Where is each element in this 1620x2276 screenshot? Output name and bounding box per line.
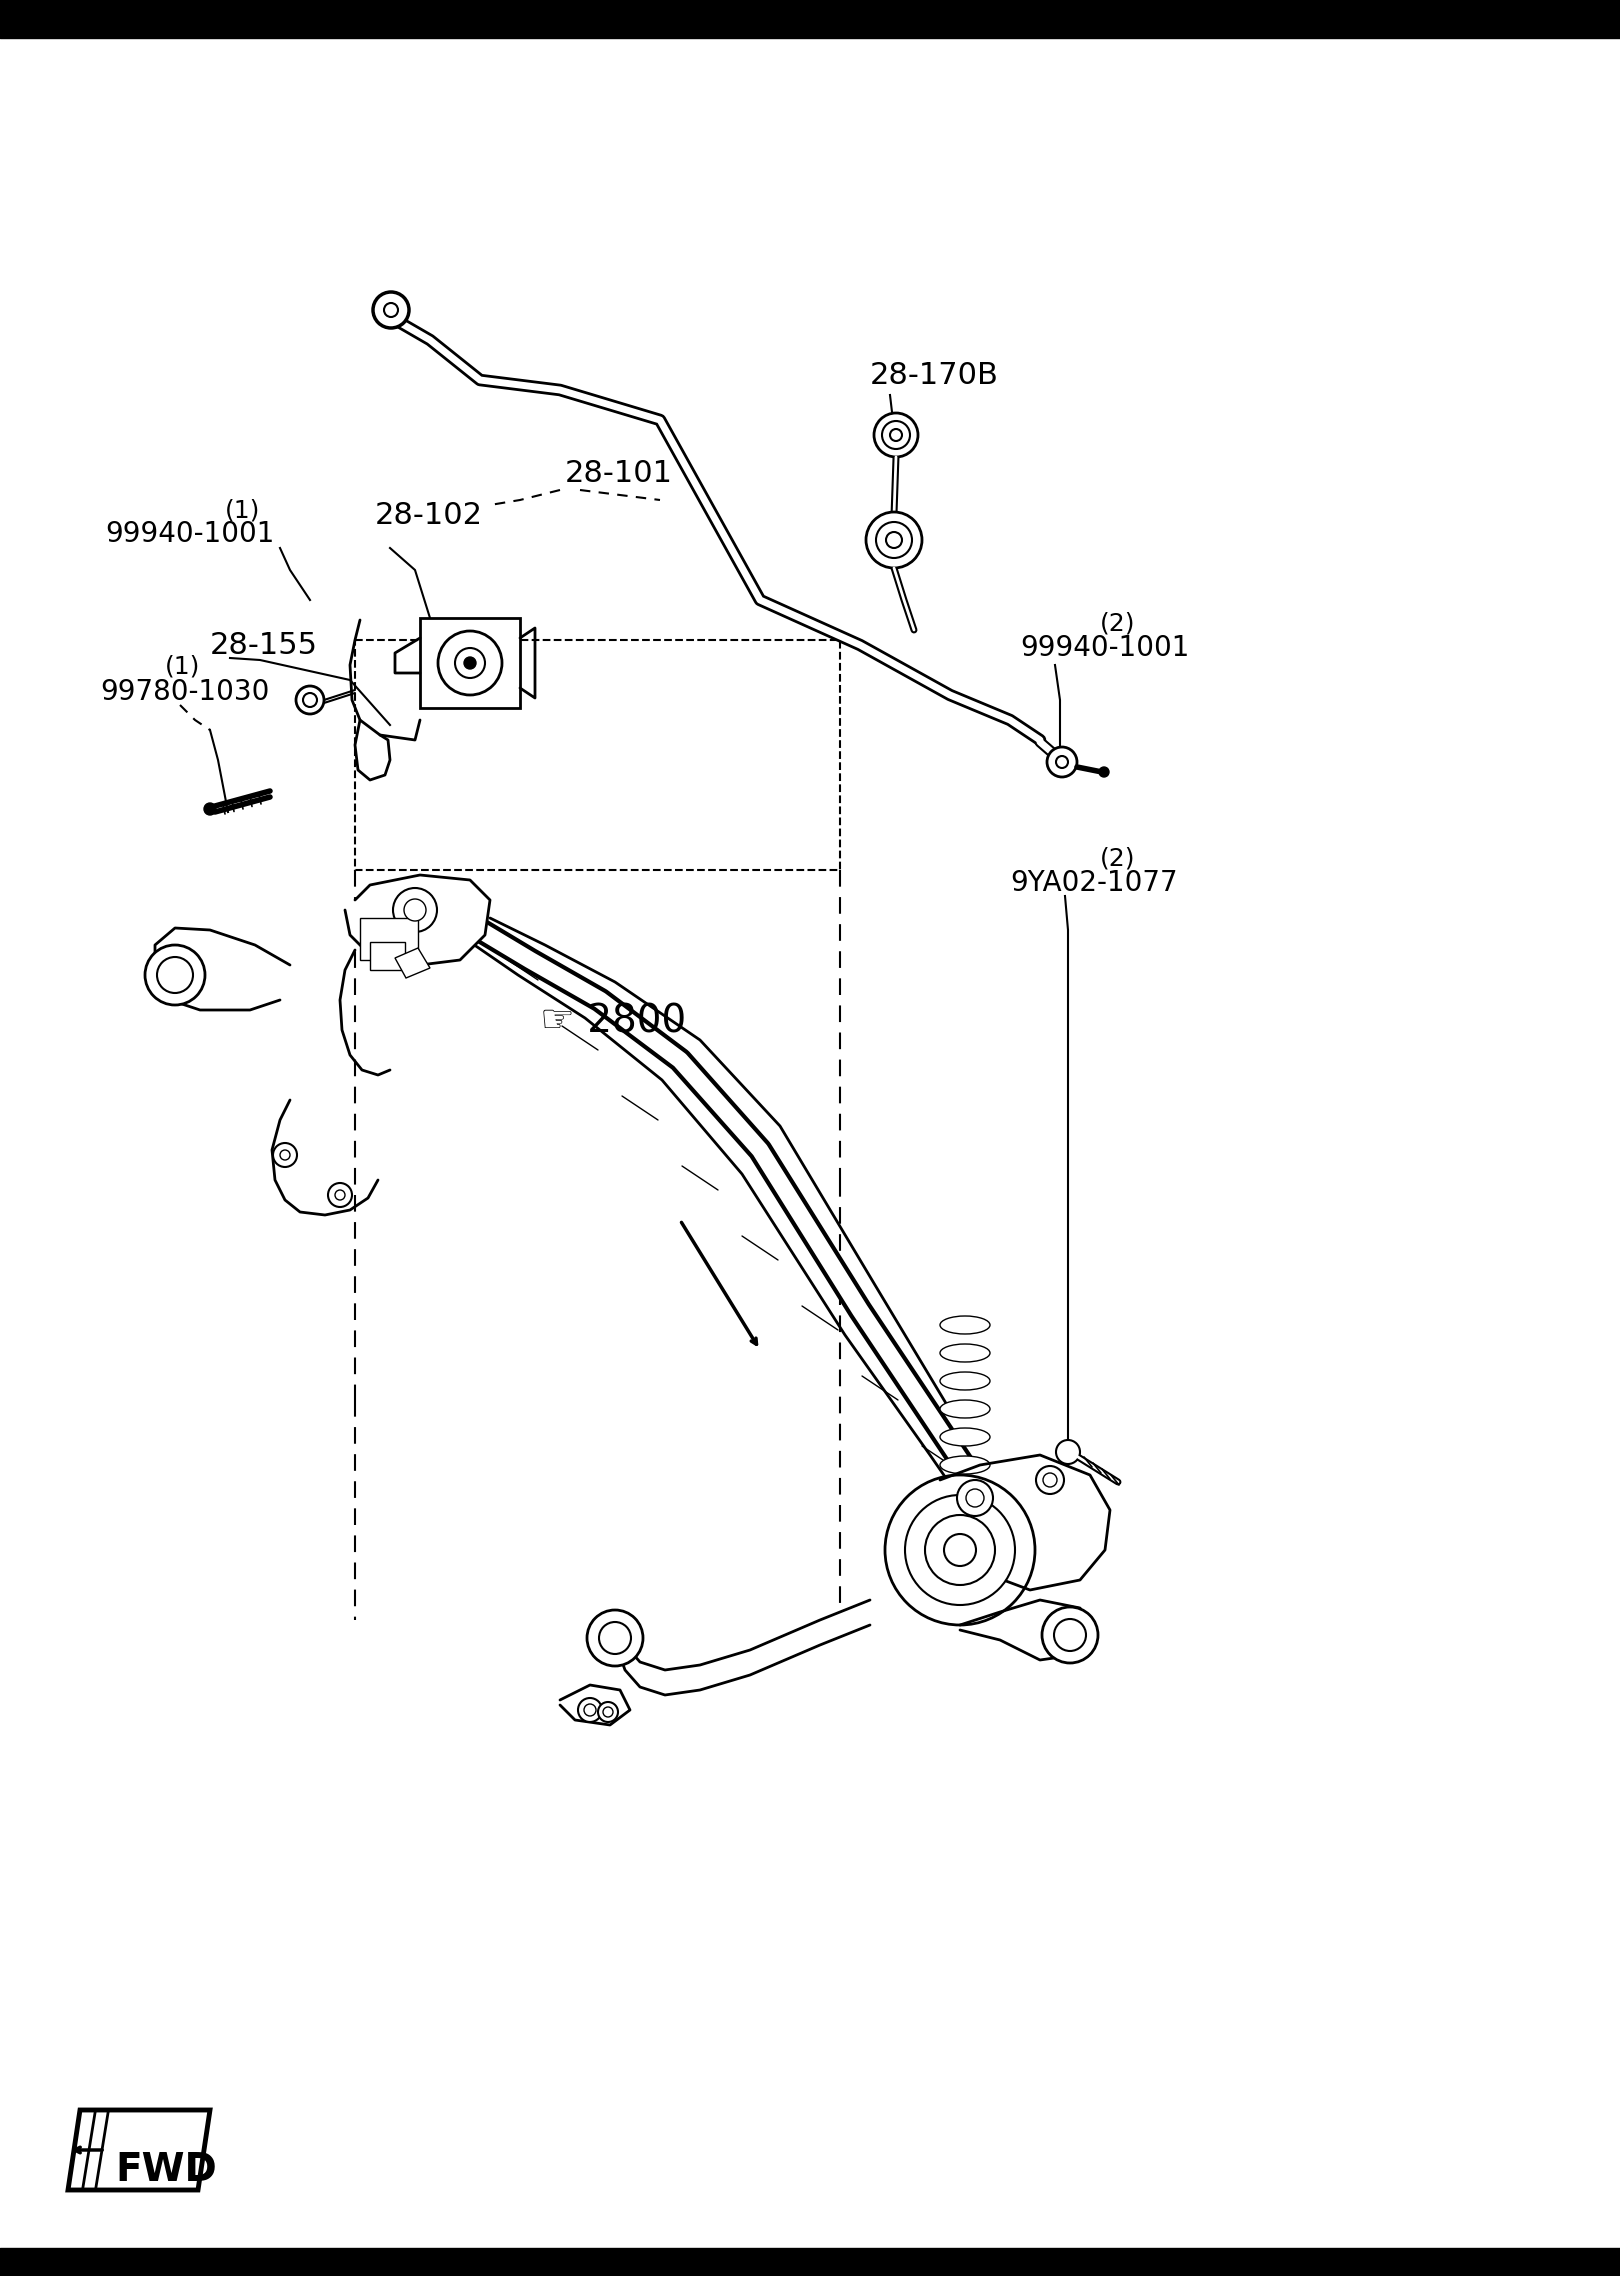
- Text: 28-155: 28-155: [211, 630, 318, 660]
- Ellipse shape: [940, 1457, 990, 1475]
- Circle shape: [1037, 1466, 1064, 1493]
- Circle shape: [586, 1609, 643, 1666]
- Text: (1): (1): [165, 653, 201, 678]
- Bar: [355, 640, 841, 869]
- Text: 28-101: 28-101: [565, 460, 672, 487]
- Polygon shape: [68, 2110, 211, 2190]
- Circle shape: [957, 1479, 993, 1516]
- Text: FWD: FWD: [115, 2151, 217, 2190]
- Ellipse shape: [940, 1372, 990, 1391]
- Circle shape: [327, 1184, 352, 1206]
- Circle shape: [603, 1707, 612, 1716]
- Text: (2): (2): [1100, 847, 1136, 869]
- Text: ☞ 2800: ☞ 2800: [539, 1001, 687, 1040]
- Circle shape: [1055, 1618, 1085, 1650]
- Circle shape: [157, 956, 193, 992]
- Circle shape: [875, 412, 919, 457]
- Text: (2): (2): [1100, 610, 1136, 635]
- Text: 99940-1001: 99940-1001: [1021, 635, 1189, 662]
- Polygon shape: [940, 1454, 1110, 1591]
- Circle shape: [303, 692, 318, 708]
- Text: 9YA02-1077: 9YA02-1077: [1009, 869, 1178, 897]
- Circle shape: [296, 685, 324, 715]
- Bar: [369, 942, 405, 970]
- Circle shape: [463, 658, 476, 669]
- Polygon shape: [617, 1600, 870, 1696]
- Circle shape: [373, 291, 408, 328]
- Circle shape: [925, 1516, 995, 1584]
- Ellipse shape: [940, 1345, 990, 1361]
- Circle shape: [881, 421, 910, 448]
- Polygon shape: [345, 874, 489, 965]
- Text: 99940-1001: 99940-1001: [105, 519, 274, 549]
- Circle shape: [280, 1149, 290, 1161]
- Circle shape: [394, 888, 437, 931]
- Circle shape: [403, 899, 426, 922]
- Bar: [420, 619, 520, 708]
- Polygon shape: [395, 949, 429, 979]
- Circle shape: [944, 1534, 975, 1566]
- Polygon shape: [961, 1600, 1095, 1659]
- Circle shape: [1056, 1441, 1081, 1463]
- Circle shape: [578, 1698, 603, 1723]
- Ellipse shape: [940, 1316, 990, 1334]
- Circle shape: [966, 1489, 983, 1507]
- Bar: [360, 917, 418, 960]
- Circle shape: [1056, 756, 1068, 767]
- Text: 28-170B: 28-170B: [870, 362, 1000, 389]
- Circle shape: [1043, 1473, 1056, 1486]
- Polygon shape: [561, 1684, 630, 1725]
- Circle shape: [867, 512, 922, 569]
- Circle shape: [204, 803, 215, 815]
- Circle shape: [1047, 747, 1077, 776]
- Polygon shape: [156, 929, 290, 1011]
- Ellipse shape: [940, 1427, 990, 1445]
- Circle shape: [583, 1705, 596, 1716]
- Circle shape: [599, 1623, 632, 1655]
- Circle shape: [274, 1143, 296, 1168]
- Circle shape: [886, 533, 902, 549]
- Circle shape: [437, 630, 502, 694]
- Circle shape: [598, 1702, 617, 1723]
- Circle shape: [906, 1495, 1016, 1605]
- Circle shape: [146, 945, 206, 1006]
- Circle shape: [455, 649, 484, 678]
- Ellipse shape: [940, 1400, 990, 1418]
- Circle shape: [1042, 1607, 1098, 1664]
- Text: (1): (1): [225, 498, 261, 521]
- Circle shape: [889, 428, 902, 442]
- Circle shape: [335, 1190, 345, 1199]
- Circle shape: [876, 521, 912, 558]
- Text: 99780-1030: 99780-1030: [100, 678, 269, 706]
- Circle shape: [384, 303, 399, 316]
- Text: 28-102: 28-102: [374, 501, 483, 530]
- Circle shape: [885, 1475, 1035, 1625]
- Circle shape: [1098, 767, 1110, 776]
